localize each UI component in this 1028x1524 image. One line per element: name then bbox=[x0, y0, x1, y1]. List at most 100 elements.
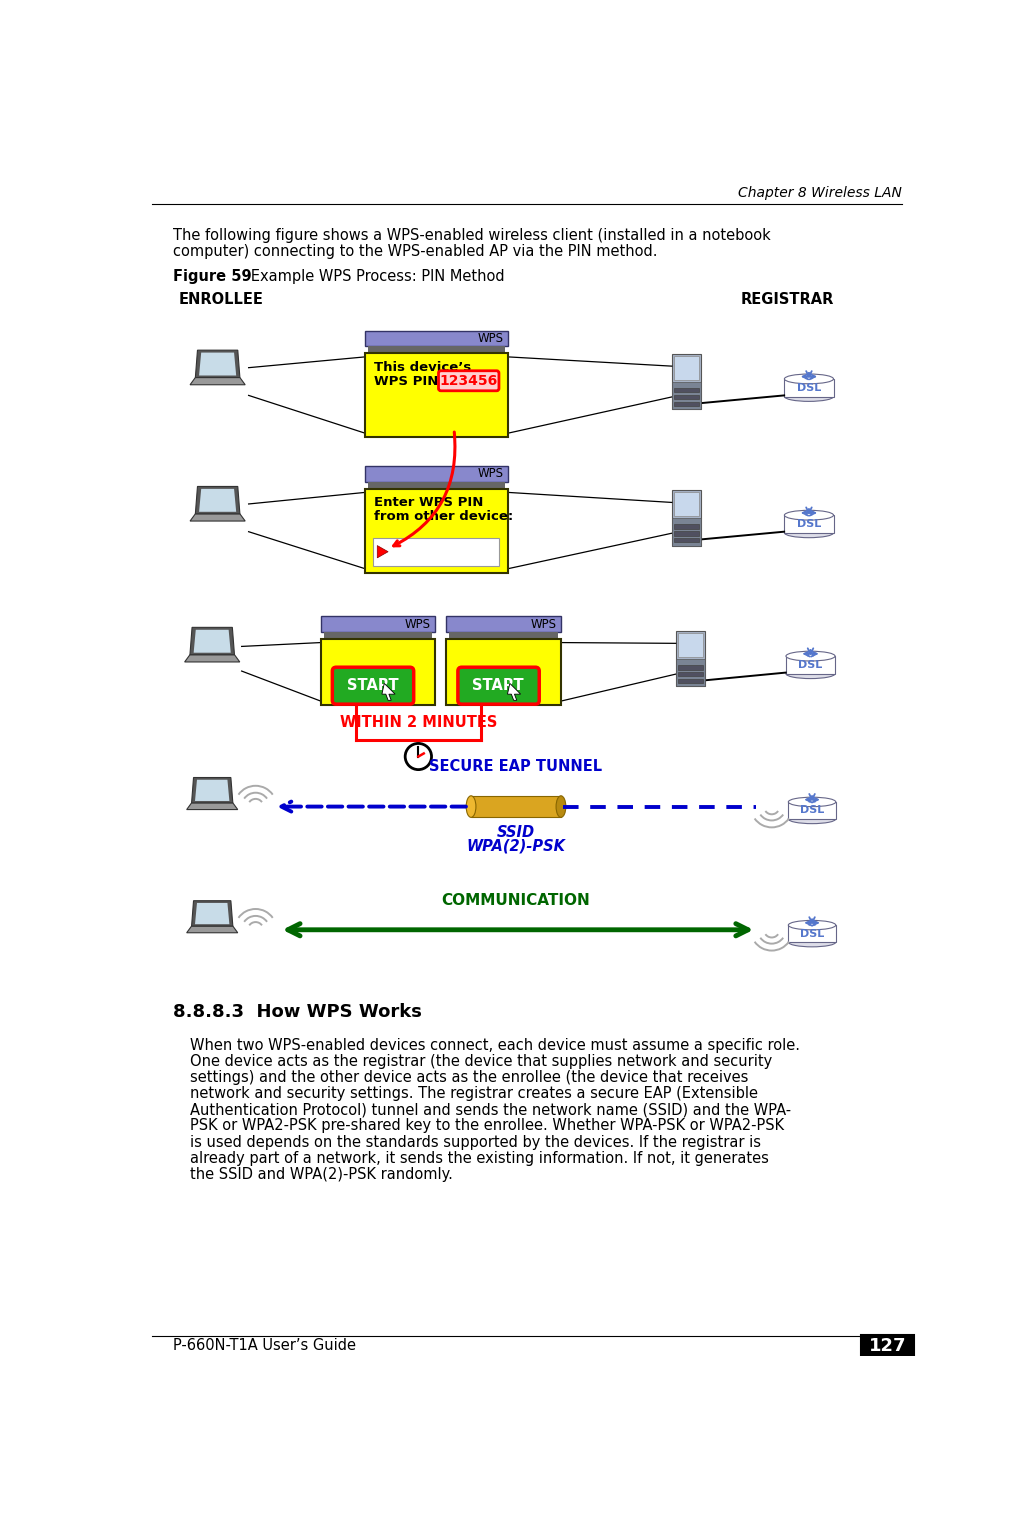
Polygon shape bbox=[195, 351, 240, 378]
Bar bbox=[674, 538, 699, 543]
Bar bbox=[674, 387, 699, 392]
Polygon shape bbox=[187, 803, 237, 809]
Text: from other device:: from other device: bbox=[374, 511, 513, 523]
Bar bbox=[368, 346, 505, 354]
Bar bbox=[678, 664, 703, 669]
Polygon shape bbox=[185, 655, 240, 661]
Bar bbox=[321, 616, 436, 632]
Bar bbox=[365, 466, 508, 482]
Bar bbox=[674, 524, 699, 529]
Text: COMMUNICATION: COMMUNICATION bbox=[442, 893, 590, 908]
Polygon shape bbox=[382, 683, 395, 701]
Text: When two WPS-enabled devices connect, each device must assume a specific role.: When two WPS-enabled devices connect, ea… bbox=[190, 1038, 801, 1053]
Text: Chapter 8 Wireless LAN: Chapter 8 Wireless LAN bbox=[738, 186, 902, 200]
Text: ENROLLEE: ENROLLEE bbox=[179, 293, 264, 308]
Ellipse shape bbox=[786, 669, 835, 678]
Bar bbox=[675, 658, 705, 686]
Ellipse shape bbox=[784, 373, 834, 384]
Text: already part of a network, it sends the existing information. If not, it generat: already part of a network, it sends the … bbox=[190, 1151, 769, 1166]
Bar bbox=[671, 381, 701, 410]
Text: START: START bbox=[472, 678, 524, 693]
Bar bbox=[446, 616, 561, 632]
Polygon shape bbox=[199, 352, 236, 375]
Polygon shape bbox=[191, 901, 232, 927]
Text: is used depends on the standards supported by the devices. If the registrar is: is used depends on the standards support… bbox=[190, 1134, 762, 1149]
Text: 8.8.8.3  How WPS Works: 8.8.8.3 How WPS Works bbox=[174, 1003, 423, 1021]
Text: DSL: DSL bbox=[797, 520, 821, 529]
Ellipse shape bbox=[788, 814, 836, 823]
Text: This device’s: This device’s bbox=[374, 361, 472, 373]
Bar bbox=[674, 401, 699, 407]
Bar bbox=[674, 530, 699, 535]
Bar bbox=[365, 489, 508, 573]
Text: DSL: DSL bbox=[799, 660, 822, 671]
Text: 127: 127 bbox=[869, 1337, 906, 1355]
Text: Example WPS Process: PIN Method: Example WPS Process: PIN Method bbox=[237, 270, 505, 283]
Bar bbox=[671, 491, 701, 546]
Text: SECURE EAP TUNNEL: SECURE EAP TUNNEL bbox=[430, 759, 602, 774]
Bar bbox=[324, 632, 433, 639]
Ellipse shape bbox=[466, 796, 476, 817]
Bar bbox=[674, 395, 699, 399]
Bar bbox=[372, 538, 499, 565]
Text: PSK or WPA2-PSK pre-shared key to the enrollee. Whether WPA-PSK or WPA2-PSK: PSK or WPA2-PSK pre-shared key to the en… bbox=[190, 1119, 784, 1134]
Text: the SSID and WPA(2)-PSK randomly.: the SSID and WPA(2)-PSK randomly. bbox=[190, 1167, 453, 1183]
Polygon shape bbox=[199, 489, 236, 512]
Ellipse shape bbox=[784, 392, 834, 401]
FancyBboxPatch shape bbox=[457, 668, 540, 704]
Bar bbox=[678, 678, 703, 683]
Text: DSL: DSL bbox=[800, 805, 824, 815]
Text: P-660N-T1A User’s Guide: P-660N-T1A User’s Guide bbox=[174, 1338, 357, 1353]
Polygon shape bbox=[193, 629, 230, 652]
Polygon shape bbox=[508, 683, 520, 701]
Bar bbox=[788, 925, 836, 942]
Text: WPA(2)-PSK: WPA(2)-PSK bbox=[467, 838, 565, 853]
Text: DSL: DSL bbox=[797, 383, 821, 393]
Polygon shape bbox=[190, 628, 234, 655]
Bar bbox=[784, 379, 834, 396]
Ellipse shape bbox=[556, 796, 565, 817]
Text: WPS: WPS bbox=[478, 468, 504, 480]
Bar bbox=[674, 357, 699, 379]
Ellipse shape bbox=[784, 511, 834, 520]
Bar bbox=[784, 515, 834, 533]
FancyBboxPatch shape bbox=[332, 668, 413, 704]
Circle shape bbox=[405, 744, 432, 770]
Bar bbox=[675, 631, 705, 686]
Bar bbox=[678, 634, 703, 657]
Text: computer) connecting to the WPS-enabled AP via the PIN method.: computer) connecting to the WPS-enabled … bbox=[174, 244, 658, 259]
Text: Figure 59: Figure 59 bbox=[174, 270, 252, 283]
Text: DSL: DSL bbox=[800, 928, 824, 939]
Bar bbox=[678, 672, 703, 677]
Ellipse shape bbox=[788, 920, 836, 930]
Polygon shape bbox=[195, 486, 240, 514]
Text: WPS: WPS bbox=[478, 332, 504, 344]
Text: Authentication Protocol) tunnel and sends the network name (SSID) and the WPA-: Authentication Protocol) tunnel and send… bbox=[190, 1102, 792, 1117]
FancyBboxPatch shape bbox=[860, 1335, 914, 1355]
FancyBboxPatch shape bbox=[439, 370, 499, 390]
Bar bbox=[786, 657, 835, 674]
Bar bbox=[321, 639, 436, 706]
Polygon shape bbox=[191, 777, 232, 803]
Bar bbox=[671, 518, 701, 546]
Text: network and security settings. The registrar creates a secure EAP (Extensible: network and security settings. The regis… bbox=[190, 1087, 759, 1100]
Polygon shape bbox=[190, 378, 246, 384]
Ellipse shape bbox=[784, 527, 834, 538]
Text: 123456: 123456 bbox=[440, 373, 498, 387]
Text: The following figure shows a WPS-enabled wireless client (installed in a noteboo: The following figure shows a WPS-enabled… bbox=[174, 227, 771, 242]
Text: Enter WPS PIN: Enter WPS PIN bbox=[374, 497, 483, 509]
Polygon shape bbox=[195, 902, 229, 924]
Polygon shape bbox=[190, 514, 246, 521]
Polygon shape bbox=[377, 546, 389, 558]
Text: START: START bbox=[346, 678, 399, 693]
Ellipse shape bbox=[786, 651, 835, 661]
Bar bbox=[365, 331, 508, 346]
Text: WPS PIN:: WPS PIN: bbox=[374, 375, 444, 387]
Text: One device acts as the registrar (the device that supplies network and security: One device acts as the registrar (the de… bbox=[190, 1053, 773, 1068]
Ellipse shape bbox=[788, 937, 836, 946]
Text: REGISTRAR: REGISTRAR bbox=[740, 293, 834, 308]
Text: WPS: WPS bbox=[405, 617, 431, 631]
Bar bbox=[671, 354, 701, 410]
Bar bbox=[368, 482, 505, 489]
Bar bbox=[674, 492, 699, 517]
